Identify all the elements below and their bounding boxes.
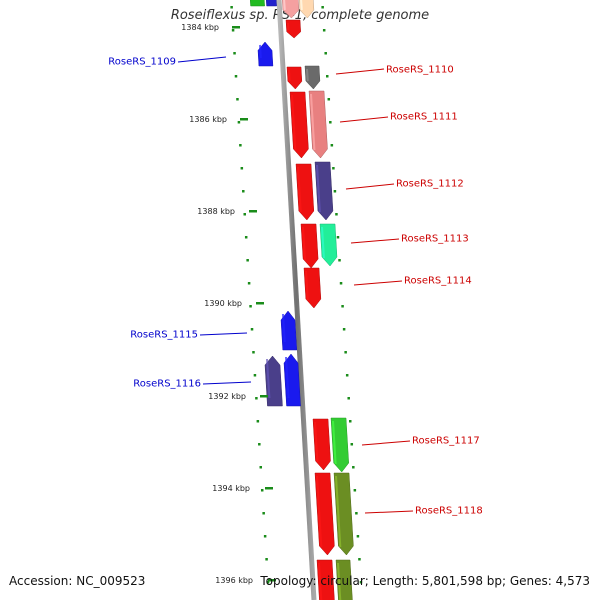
tick-dots bbox=[230, 6, 363, 584]
gene-arrow bbox=[266, 0, 277, 7]
kbp-label: 1392 kbp bbox=[208, 392, 246, 401]
gene-label[interactable]: RoseRS_1118 bbox=[415, 506, 483, 517]
gene-arrow bbox=[250, 0, 265, 7]
kbp-tick bbox=[256, 302, 264, 305]
gene-arrow-highlight bbox=[266, 358, 271, 399]
kbp-tick bbox=[240, 118, 248, 121]
gene-arrow-highlight bbox=[306, 68, 309, 82]
kbp-tick bbox=[268, 579, 276, 582]
gene-label[interactable]: RoseRS_1115 bbox=[130, 330, 198, 341]
kbp-label: 1394 kbp bbox=[212, 484, 250, 493]
gene-label[interactable]: RoseRS_1114 bbox=[404, 276, 472, 287]
kbp-label: 1386 kbp bbox=[189, 115, 227, 124]
gene-label[interactable]: RoseRS_1110 bbox=[386, 65, 454, 76]
gene-leader-line bbox=[345, 183, 395, 190]
gene-arrow-highlight bbox=[314, 421, 319, 463]
gene-arrow-highlight bbox=[337, 562, 342, 600]
kbp-label: 1384 kbp bbox=[181, 23, 219, 32]
gene-arrow-highlight bbox=[288, 69, 291, 82]
gene-leader-line bbox=[199, 332, 248, 336]
gene-label[interactable]: RoseRS_1113 bbox=[401, 234, 469, 245]
kbp-tick bbox=[249, 210, 257, 213]
gene-arrow-highlight bbox=[335, 475, 342, 548]
gene-arrow-highlight bbox=[316, 475, 323, 548]
gene-arrow bbox=[286, 66, 303, 90]
gene-arrow-highlight bbox=[259, 44, 262, 59]
gene-arrow-highlight bbox=[332, 420, 337, 465]
gene-arrow-highlight bbox=[283, 0, 286, 11]
gene-label[interactable]: RoseRS_1116 bbox=[133, 379, 201, 390]
gene-arrow-highlight bbox=[285, 356, 290, 399]
kbp-label: 1388 kbp bbox=[197, 207, 235, 216]
gene-arrow-highlight bbox=[318, 562, 323, 600]
gene-label[interactable]: RoseRS_1111 bbox=[390, 112, 458, 123]
gene-arrow bbox=[299, 0, 315, 19]
genome-backbone bbox=[276, 0, 317, 600]
gene-leader-line bbox=[364, 510, 414, 514]
gene-label[interactable]: RoseRS_1109 bbox=[108, 57, 176, 68]
gene-leader-line bbox=[335, 68, 385, 75]
gene-leader-line bbox=[361, 440, 411, 446]
gene-arrow-highlight bbox=[297, 166, 302, 213]
kbp-tick bbox=[260, 395, 268, 398]
gene-leader-line bbox=[350, 238, 400, 244]
gene-arrow-highlight bbox=[310, 93, 316, 151]
gene-label[interactable]: RoseRS_1112 bbox=[396, 179, 464, 190]
gene-label[interactable]: RoseRS_1117 bbox=[412, 436, 480, 447]
kbp-tick bbox=[265, 487, 273, 490]
kbp-label: 1390 kbp bbox=[204, 299, 242, 308]
topology-text: Topology: circular; Length: 5,801,598 bp… bbox=[260, 574, 590, 588]
gene-arrow bbox=[285, 19, 301, 39]
gene-leader-line bbox=[202, 381, 252, 385]
gene-leader-line bbox=[177, 56, 227, 63]
gene-arrow bbox=[257, 41, 274, 67]
kbp-label: 1396 kbp bbox=[215, 576, 253, 585]
gene-arrow bbox=[282, 0, 300, 19]
kbp-tick bbox=[232, 26, 240, 29]
gene-arrow-highlight bbox=[291, 94, 297, 151]
gene-arrow bbox=[304, 65, 321, 90]
gene-arrow-highlight bbox=[302, 226, 307, 261]
gene-arrow-highlight bbox=[282, 313, 286, 343]
accession-text: Accession: NC_009523 bbox=[9, 574, 146, 588]
gene-arrow-highlight bbox=[321, 226, 325, 259]
gene-arrow-highlight bbox=[316, 164, 321, 213]
gene-arrow-highlight bbox=[300, 0, 303, 11]
gene-leader-line bbox=[353, 280, 403, 286]
map-title: Roseiflexus sp. RS-1, complete genome bbox=[170, 8, 430, 23]
gene-arrow-highlight bbox=[305, 270, 309, 301]
gene-leader-line bbox=[339, 116, 389, 123]
